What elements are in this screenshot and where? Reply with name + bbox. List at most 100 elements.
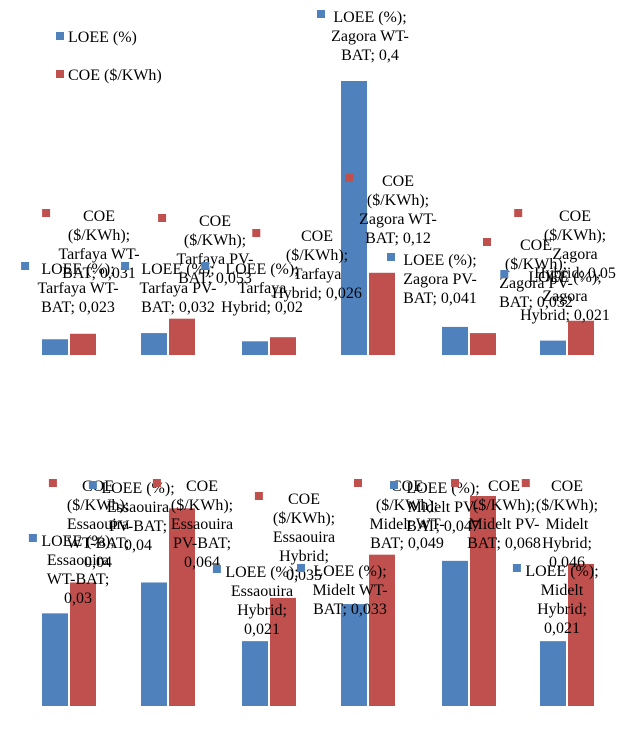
- data-label-coe-1-1-marker: [152, 479, 161, 487]
- data-label-loee-1-0: LOEE (%); Essaouira WT-BAT; 0,03: [28, 533, 115, 607]
- bar-loee-1-1: [141, 582, 167, 706]
- bar-loee-1-4: [442, 560, 468, 706]
- data-label-coe-1-4-marker: [451, 479, 459, 487]
- data-label-loee-0-2: LOEE (%); Tarfaya Hybrid; 0,02: [201, 261, 303, 316]
- data-label-coe-1-5-text: COE ($/KWh); Midelt Hybrid; 0,046: [536, 478, 598, 571]
- legend-swatch-1: [56, 70, 64, 78]
- data-label-coe-1-5-marker: [521, 479, 530, 487]
- data-label-loee-0-1-text: LOEE (%); Tarfaya PV-BAT; 0,032: [140, 261, 217, 316]
- data-label-loee-0-0-marker: [21, 262, 30, 270]
- data-label-coe-0-2-marker: [252, 229, 261, 237]
- data-label-coe-1-0-text: COE ($/KWh); Essaouira WT-BAT; 0,04: [67, 478, 130, 571]
- data-label-loee-0-0: LOEE (%); Tarfaya WT-BAT; 0,023: [21, 261, 119, 316]
- data-label-coe-1-3-marker: [354, 479, 362, 487]
- bar-loee-0-5: [540, 340, 566, 355]
- data-label-coe-0-5-text: COE ($/KWh); Zagora Hybrid; 0,05: [534, 208, 616, 282]
- legend-label-0: LOEE (%): [68, 29, 137, 46]
- data-label-coe-0-3-marker: [345, 174, 353, 182]
- bar-coe-1-0: [70, 582, 96, 706]
- bar-coe-0-4: [470, 333, 496, 355]
- bar-coe-0-0: [70, 333, 96, 355]
- bar-loee-1-0: [42, 613, 68, 706]
- data-label-coe-1-3-text: COE ($/KWh); Midelt WT-BAT; 0,049: [369, 478, 444, 552]
- data-label-loee-1-5-marker: [512, 564, 521, 572]
- data-label-loee-0-3-marker: [317, 10, 325, 18]
- data-label-loee-1-4-text: LOEE (%); Midelt PV-BAT; 0,047: [406, 480, 480, 535]
- data-label-coe-0-5-marker: [514, 209, 523, 217]
- legend: LOEE (%) COE ($/KWh): [56, 29, 162, 84]
- data-label-coe-1-0: COE ($/KWh); Essaouira WT-BAT; 0,04: [48, 478, 130, 571]
- data-label-loee-1-0-marker: [28, 534, 37, 542]
- data-label-coe-0-3-text: COE ($/KWh); Zagora WT-BAT; 0,12: [359, 173, 437, 247]
- data-label-loee-1-0-text: LOEE (%); Essaouira WT-BAT; 0,03: [41, 533, 114, 607]
- bar-loee-0-4: [442, 326, 468, 355]
- data-label-coe-0-2: COE ($/KWh); Tarfaya Hybrid; 0,026: [252, 228, 362, 302]
- data-label-coe-0-2-text: COE ($/KWh); Tarfaya Hybrid; 0,026: [272, 228, 362, 302]
- legend-label-1: COE ($/KWh): [68, 67, 162, 84]
- data-label-coe-1-1: COE ($/KWh); Essaouira PV-BAT; 0,064: [152, 478, 233, 571]
- data-label-loee-0-5-text: LOEE (%); Zagora Hybrid; 0,021: [520, 269, 610, 324]
- data-label-coe-1-4-text: COE ($/KWh); Midelt PV-BAT; 0,068: [467, 478, 541, 552]
- data-label-coe-0-5: COE ($/KWh); Zagora Hybrid; 0,05: [514, 208, 616, 282]
- bar-loee-0-3: [341, 81, 367, 355]
- data-label-loee-1-1-marker: [88, 481, 97, 489]
- bar-coe-1-1: [169, 508, 195, 706]
- data-label-loee-1-2: LOEE (%); Essaouira Hybrid; 0,021: [212, 564, 299, 638]
- data-label-loee-0-3-text: LOEE (%); Zagora WT-BAT; 0,4: [331, 9, 409, 64]
- data-label-loee-1-2-text: LOEE (%); Essaouira Hybrid; 0,021: [225, 564, 298, 638]
- legend-swatch-0: [56, 32, 64, 40]
- bar-coe-1-2: [270, 597, 296, 706]
- data-label-coe-0-1-marker: [158, 214, 167, 222]
- data-label-loee-0-4-text: LOEE (%); Zagora PV-BAT; 0,041: [403, 252, 477, 307]
- data-label-loee-0-5-marker: [500, 270, 509, 278]
- data-label-coe-1-5: COE ($/KWh); Midelt Hybrid; 0,046: [521, 478, 598, 571]
- data-label-loee-1-5: LOEE (%); Midelt Hybrid; 0,021: [512, 563, 599, 637]
- data-label-loee-1-2-marker: [212, 565, 221, 573]
- bar-loee-1-3: [341, 604, 367, 706]
- data-label-coe-0-4-marker: [483, 238, 491, 246]
- bar-loee-0-0: [42, 339, 68, 355]
- bar-coe-0-2: [270, 337, 296, 355]
- data-label-loee-0-1: LOEE (%); Tarfaya PV-BAT; 0,032: [121, 261, 216, 316]
- data-label-loee-1-3-marker: [297, 564, 305, 572]
- data-label-coe-1-0-marker: [48, 479, 57, 487]
- bar-loee-1-5: [540, 641, 566, 706]
- bar-loee-1-2: [242, 641, 268, 706]
- data-label-coe-0-3: COE ($/KWh); Zagora WT-BAT; 0,12: [345, 173, 437, 247]
- bar-coe-0-1: [169, 318, 195, 355]
- data-label-loee-0-3: LOEE (%); Zagora WT-BAT; 0,4: [317, 9, 409, 64]
- data-label-loee-1-4-marker: [390, 481, 398, 489]
- data-label-coe-1-3: COE ($/KWh); Midelt WT-BAT; 0,049: [354, 478, 445, 552]
- bar-loee-0-1: [141, 333, 167, 355]
- data-label-coe-1-4: COE ($/KWh); Midelt PV-BAT; 0,068: [451, 478, 541, 552]
- data-label-loee-0-1-marker: [121, 262, 130, 270]
- data-label-coe-0-4: COE ($/KWh); Zagora PV-BAT; 0,032: [483, 237, 573, 311]
- data-label-coe-1-2-text: COE ($/KWh); Essaouira Hybrid; 0,035: [273, 491, 335, 584]
- bar-coe-0-3: [369, 272, 395, 355]
- data-label-loee-1-3: LOEE (%); Midelt WT-BAT; 0,033: [297, 563, 388, 618]
- data-label-coe-1-2: COE ($/KWh); Essaouira Hybrid; 0,035: [254, 491, 335, 584]
- data-label-coe-0-4-text: COE ($/KWh); Zagora PV-BAT; 0,032: [499, 237, 573, 311]
- data-label-loee-0-2-marker: [201, 262, 210, 270]
- data-label-coe-1-2-marker: [254, 492, 263, 500]
- data-label-coe-0-1-text: COE ($/KWh); Tarfaya PV-BAT; 0,053: [177, 213, 254, 287]
- data-label-coe-1-1-text: COE ($/KWh); Essaouira PV-BAT; 0,064: [171, 478, 233, 571]
- bar-coe-1-5: [568, 563, 594, 706]
- data-label-loee-0-4: LOEE (%); Zagora PV-BAT; 0,041: [387, 252, 477, 307]
- data-label-loee-0-4-marker: [387, 253, 395, 261]
- data-label-loee-1-3-text: LOEE (%); Midelt WT-BAT; 0,033: [312, 563, 387, 618]
- data-label-loee-1-5-text: LOEE (%); Midelt Hybrid; 0,021: [525, 563, 598, 637]
- data-label-coe-0-0-marker: [42, 209, 51, 217]
- data-label-loee-1-4: LOEE (%); Midelt PV-BAT; 0,047: [390, 480, 480, 535]
- bar-coe-0-5: [568, 320, 594, 355]
- data-label-coe-0-0-text: COE ($/KWh); Tarfaya WT-BAT; 0,031: [58, 208, 139, 282]
- bar-loee-0-2: [242, 341, 268, 355]
- data-label-loee-0-0-text: LOEE (%); Tarfaya WT-BAT; 0,023: [37, 261, 118, 316]
- data-label-loee-0-5: LOEE (%); Zagora Hybrid; 0,021: [500, 269, 610, 324]
- bar-coe-1-4: [470, 496, 496, 706]
- data-label-coe-0-1: COE ($/KWh); Tarfaya PV-BAT; 0,053: [158, 213, 253, 287]
- bar-coe-1-3: [369, 554, 395, 706]
